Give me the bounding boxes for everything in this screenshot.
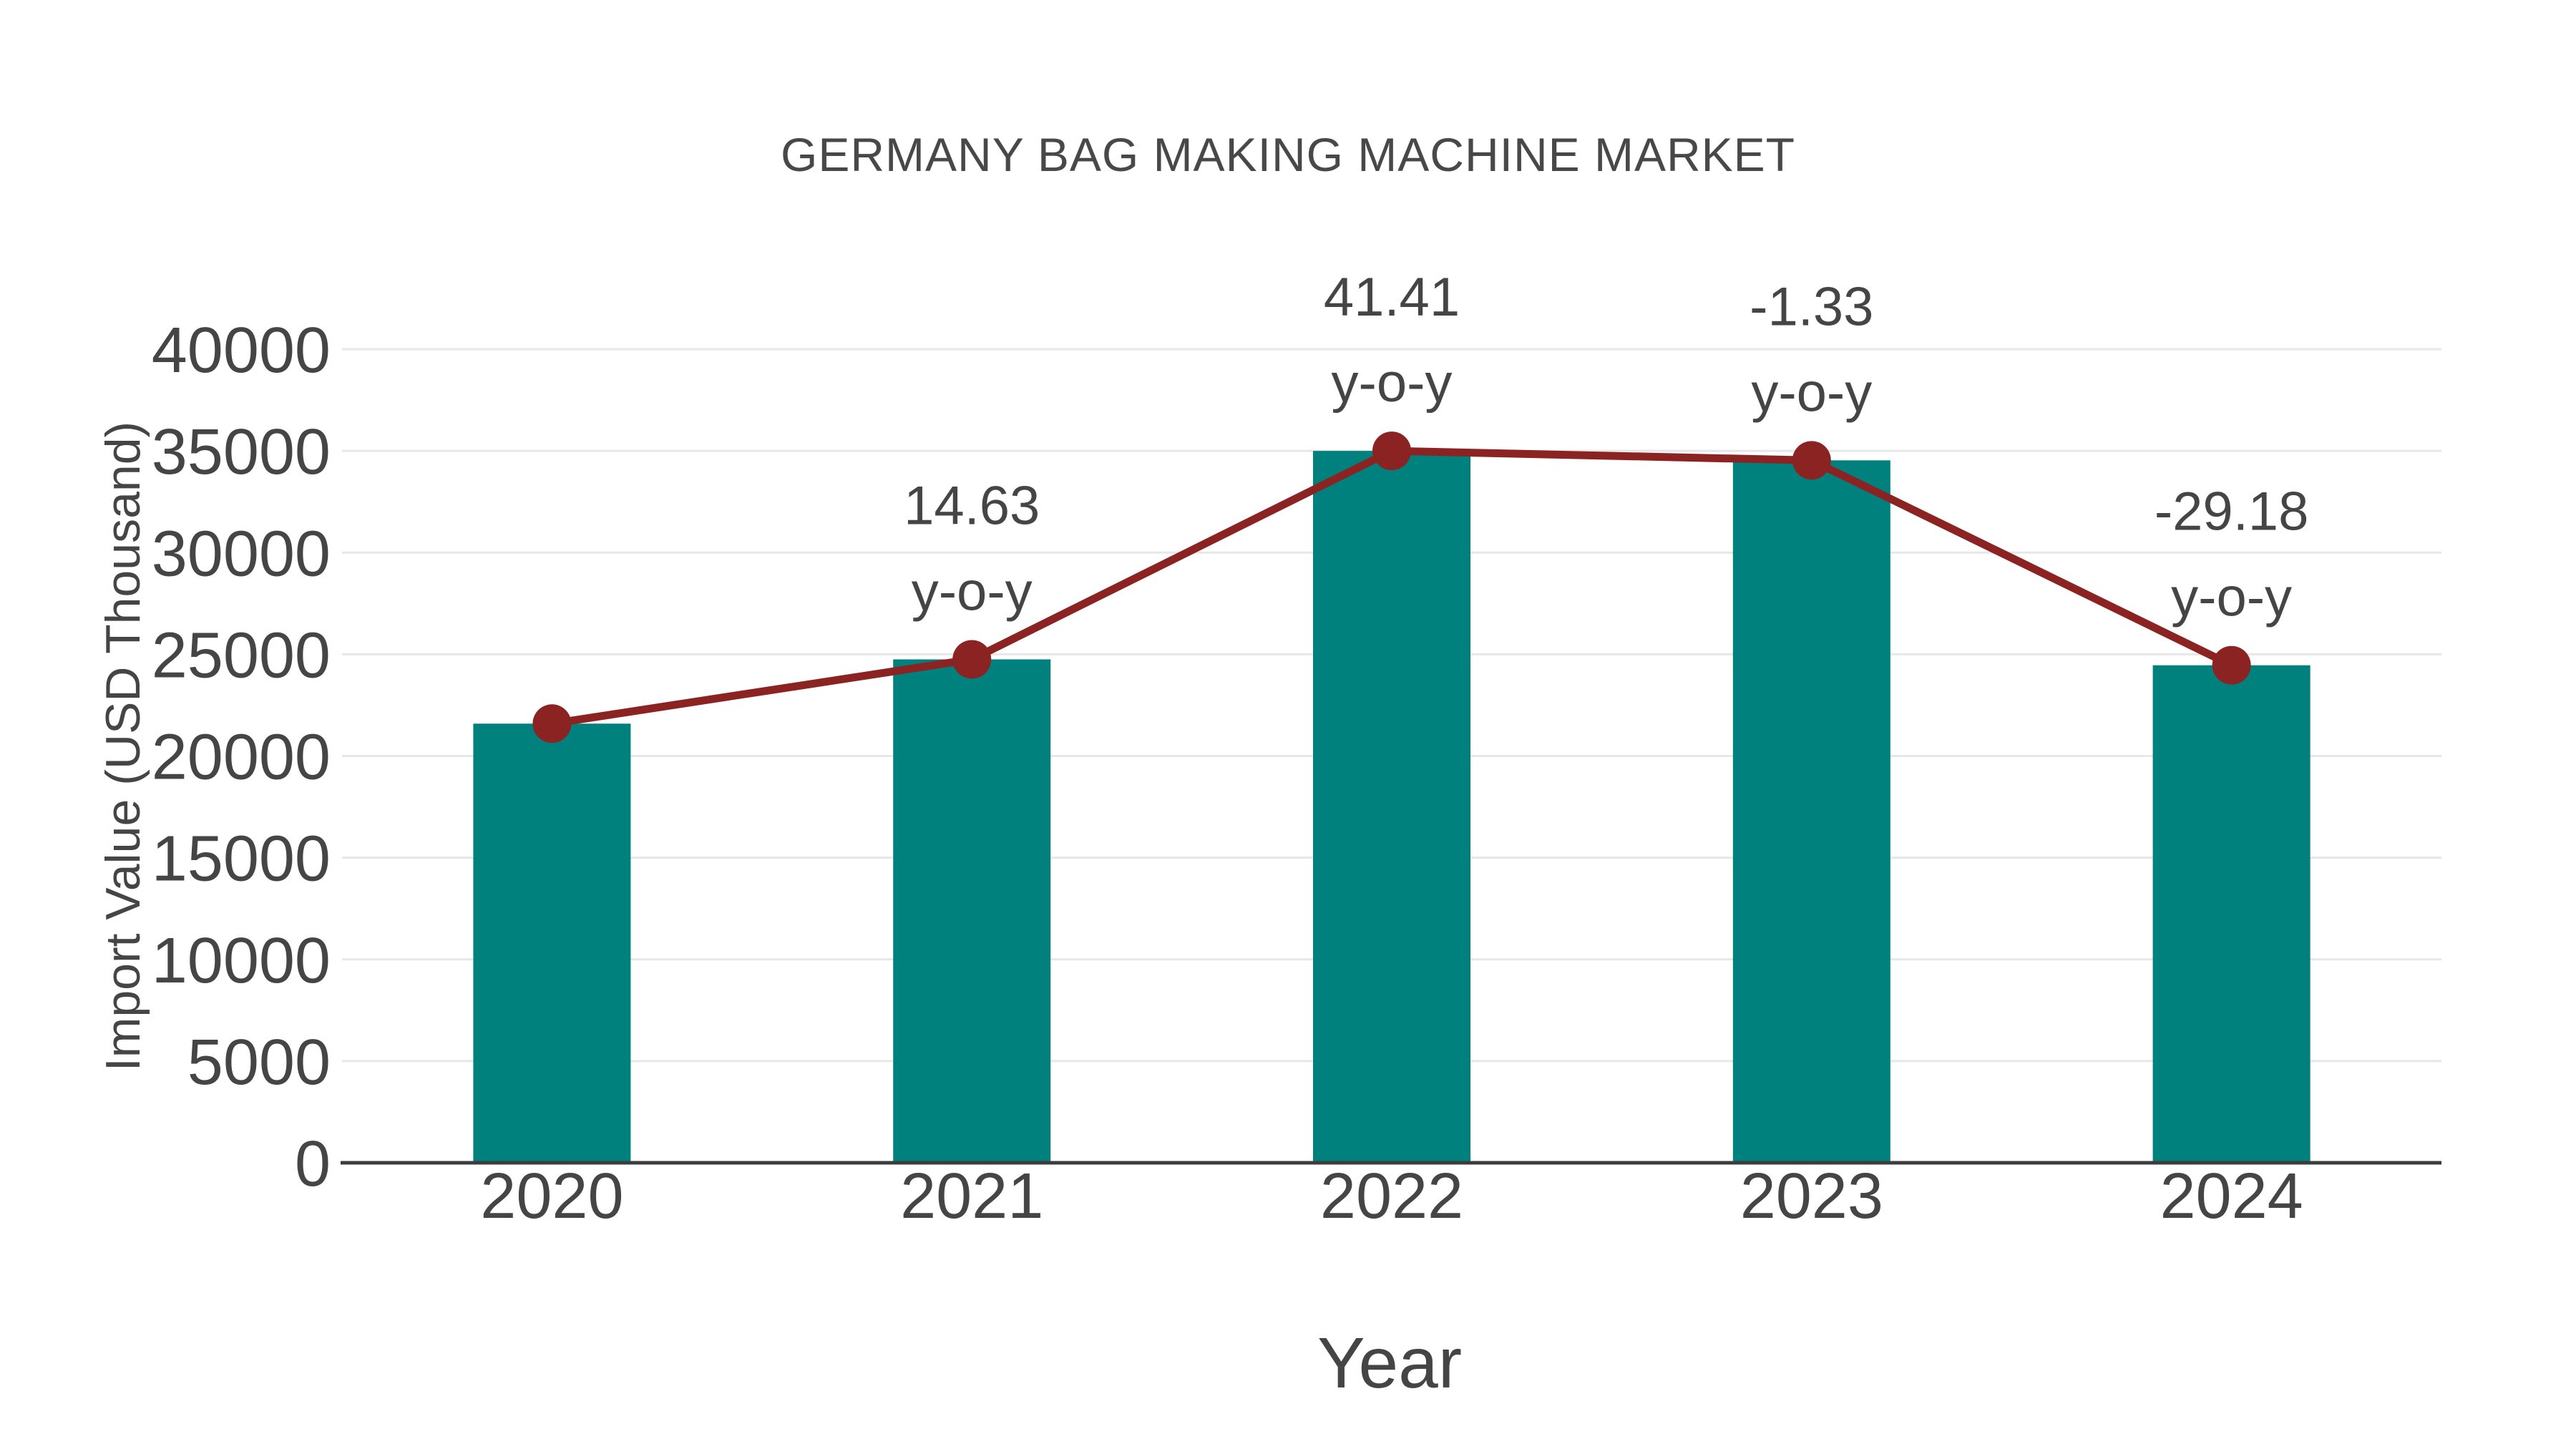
- x-tick-label-2024: 2024: [2160, 1161, 2303, 1232]
- y-tick-label-15000: 15000: [152, 824, 331, 895]
- x-axis-title: Year: [1317, 1323, 1463, 1403]
- y-tick-label-35000: 35000: [152, 416, 331, 488]
- annotation-2024-label: y-o-y: [2171, 567, 2292, 628]
- annotation-2021-value: 14.63: [904, 475, 1040, 536]
- x-tick-label-2020: 2020: [480, 1161, 623, 1232]
- y-tick-label-20000: 20000: [152, 722, 331, 794]
- chart-title: GERMANY BAG MAKING MACHINE MARKET: [781, 128, 1795, 181]
- y-tick-label-5000: 5000: [187, 1027, 331, 1098]
- annotation-2023-label: y-o-y: [1751, 362, 1872, 423]
- x-tick-label-2023: 2023: [1740, 1161, 1883, 1232]
- trend-point-2024: [2212, 645, 2251, 685]
- trend-point-2023: [1792, 441, 1831, 480]
- bar-2024: [2152, 665, 2311, 1163]
- trend-point-2021: [952, 640, 992, 679]
- annotation-2023-value: -1.33: [1750, 276, 1873, 337]
- x-tick-label-2021: 2021: [900, 1161, 1043, 1232]
- annotation-2022-label: y-o-y: [1332, 353, 1453, 414]
- annotation-2021-label: y-o-y: [912, 561, 1033, 622]
- y-tick-label-40000: 40000: [152, 315, 331, 386]
- annotation-2024-value: -29.18: [2155, 482, 2309, 542]
- y-tick-label-25000: 25000: [152, 620, 331, 691]
- y-tick-label-10000: 10000: [152, 925, 331, 997]
- bar-2023: [1732, 460, 1890, 1163]
- y-tick-label-0: 0: [295, 1128, 331, 1200]
- x-tick-label-2022: 2022: [1320, 1161, 1463, 1232]
- bar-2020: [473, 723, 631, 1163]
- bar-2022: [1313, 451, 1470, 1163]
- trend-point-2020: [532, 704, 572, 743]
- trend-point-2022: [1372, 431, 1411, 471]
- bar-2021: [893, 659, 1051, 1163]
- y-tick-label-30000: 30000: [152, 518, 331, 590]
- annotation-2022-value: 41.41: [1324, 267, 1460, 328]
